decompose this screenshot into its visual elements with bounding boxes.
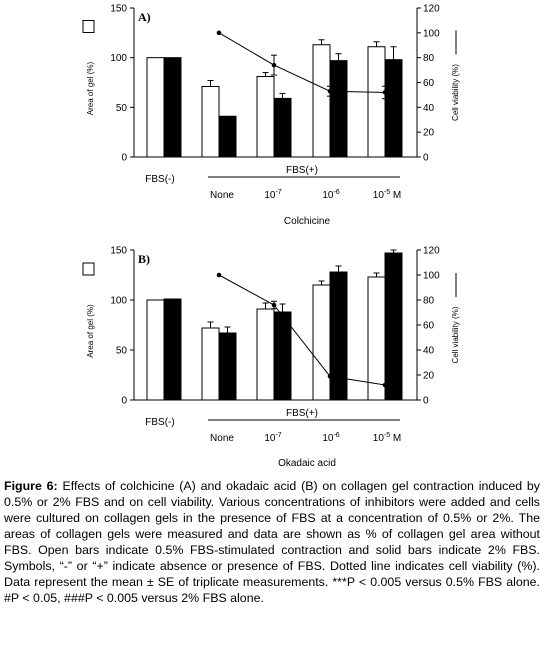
solid-bar xyxy=(218,332,237,401)
open-bar xyxy=(256,308,275,401)
category-label: 10-7 xyxy=(264,189,281,201)
right-tick-label: 80 xyxy=(423,53,435,64)
open-bar xyxy=(201,327,220,401)
panel-label: B) xyxy=(138,252,150,266)
open-bar xyxy=(256,76,275,158)
category-label: 10-6 xyxy=(322,189,339,201)
right-tick-label: 80 xyxy=(423,296,435,307)
figure-caption: Figure 6: Effects of colchicine (A) and … xyxy=(4,478,540,606)
open-bar-legend-icon xyxy=(82,20,95,33)
chart-panel-b: 0 50 100 150 0 20 40 60 80 100 120 B) Area of gel (%… xyxy=(82,246,460,469)
category-label: None xyxy=(210,190,234,201)
solid-bar xyxy=(384,59,403,158)
left-tick-label: 100 xyxy=(110,53,127,64)
category-label: 10-5 M xyxy=(373,432,401,444)
right-tick-label: 120 xyxy=(423,246,440,257)
category-label-fbs-neg: FBS(-) xyxy=(145,174,174,185)
open-bar xyxy=(146,57,165,158)
open-bar xyxy=(312,44,331,158)
solid-bar xyxy=(218,115,237,158)
solid-bar xyxy=(273,97,292,158)
group-label-fbs-pos: FBS(+) xyxy=(286,165,318,176)
solid-bar xyxy=(329,60,348,158)
category-label: 10-5 M xyxy=(373,189,401,201)
category-label: 10-7 xyxy=(264,432,281,444)
chart-panel-a: 0 50 100 150 0 20 40 60 80 100 120 A) Area of gel (%… xyxy=(82,4,460,227)
left-tick-label: 100 xyxy=(110,296,127,307)
open-bar-legend-icon xyxy=(82,262,95,276)
left-y-label: Area of gel (%) xyxy=(86,304,95,358)
open-bar xyxy=(201,85,220,158)
panel-label: A) xyxy=(138,10,151,24)
solid-bar xyxy=(163,57,182,158)
right-tick-label: 60 xyxy=(423,321,435,332)
right-y-label: Cell viability (%) xyxy=(451,306,460,363)
viability-point xyxy=(216,272,222,278)
x-axis-title: Colchicine xyxy=(284,216,331,227)
right-tick-label: 40 xyxy=(423,103,435,114)
category-label: None xyxy=(210,433,234,444)
open-bar xyxy=(312,284,331,401)
group-label-fbs-pos: FBS(+) xyxy=(286,408,318,419)
category-label-fbs-neg: FBS(-) xyxy=(145,417,174,428)
caption-text: Effects of colchicine (A) and okadaic ac… xyxy=(4,479,540,605)
left-tick-label: 150 xyxy=(110,246,127,257)
right-tick-label: 120 xyxy=(423,4,440,15)
right-tick-label: 0 xyxy=(423,396,429,407)
solid-bar xyxy=(384,252,403,401)
open-bar xyxy=(367,276,386,401)
right-tick-label: 20 xyxy=(423,371,435,382)
right-tick-label: 60 xyxy=(423,78,435,89)
right-tick-label: 40 xyxy=(423,346,435,357)
left-tick-label: 0 xyxy=(121,396,127,407)
left-tick-label: 150 xyxy=(110,4,127,15)
solid-bar xyxy=(273,311,292,401)
viability-line xyxy=(218,274,386,386)
viability-point xyxy=(382,382,388,388)
caption-label: Figure 6: xyxy=(4,479,58,493)
left-y-label: Area of gel (%) xyxy=(86,61,95,115)
viability-line xyxy=(218,32,386,93)
viability-point xyxy=(216,30,222,36)
open-bar xyxy=(367,46,386,158)
x-axis-title: Okadaic acid xyxy=(278,458,336,469)
category-label: 10-6 xyxy=(322,432,339,444)
right-tick-label: 100 xyxy=(423,28,440,39)
viability-point xyxy=(327,373,333,379)
open-bar xyxy=(146,299,165,401)
solid-bar xyxy=(163,298,182,401)
left-tick-label: 50 xyxy=(116,346,128,357)
solid-bar xyxy=(329,271,348,401)
right-tick-label: 20 xyxy=(423,128,435,139)
right-y-label: Cell viability (%) xyxy=(451,64,460,121)
right-tick-label: 0 xyxy=(423,153,429,164)
left-tick-label: 0 xyxy=(121,153,127,164)
right-tick-label: 100 xyxy=(423,271,440,282)
left-tick-label: 50 xyxy=(116,103,128,114)
